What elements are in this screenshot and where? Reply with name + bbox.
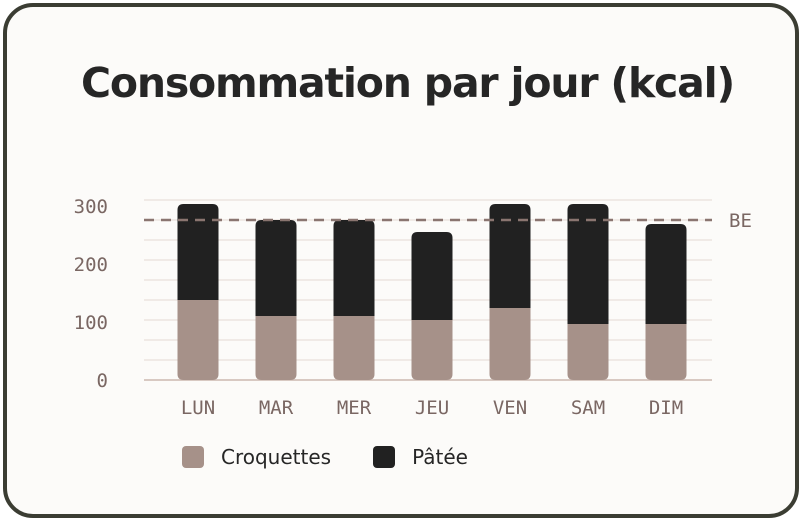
bar-croquettes-jeu bbox=[411, 320, 453, 380]
bar-croquettes-lun bbox=[177, 300, 219, 380]
stacked-bar-chart: 0 100 200 300 LUN MAR MER JEU VEN SAM DIM BE bbox=[74, 196, 752, 419]
bar-patee-ven bbox=[489, 204, 531, 308]
chart-title: Consommation par jour (kcal) bbox=[81, 59, 735, 107]
bar-patee-mer bbox=[333, 220, 375, 316]
y-axis-ticks: 0 100 200 300 bbox=[74, 196, 108, 392]
legend-label-croquettes: Croquettes bbox=[221, 445, 332, 469]
legend-item-croquettes: Croquettes bbox=[182, 445, 331, 469]
x-axis-ticks: LUN MAR MER JEU VEN SAM DIM bbox=[181, 397, 683, 419]
x-tick-dim: DIM bbox=[649, 397, 683, 419]
legend-swatch-croquettes bbox=[182, 446, 204, 468]
y-tick-300: 300 bbox=[74, 196, 108, 218]
bar-patee-jeu bbox=[411, 232, 453, 320]
bar-croquettes-mar bbox=[255, 316, 297, 380]
x-tick-ven: VEN bbox=[493, 397, 527, 419]
legend-swatch-patee bbox=[373, 446, 396, 468]
chart-card: Consommation par jour (kcal) 0 100 200 300 … bbox=[3, 3, 799, 518]
x-tick-mar: MAR bbox=[259, 397, 294, 419]
legend-item-patee: Pâtée bbox=[373, 445, 468, 469]
bar-patee-mar bbox=[255, 220, 297, 316]
bar-patee-sam bbox=[567, 204, 609, 324]
bar-patee-lun bbox=[177, 204, 219, 300]
bar-croquettes-dim bbox=[645, 324, 687, 380]
bars bbox=[177, 204, 687, 380]
bar-croquettes-sam bbox=[567, 324, 609, 380]
x-tick-mer: MER bbox=[337, 397, 372, 419]
bar-croquettes-ven bbox=[489, 308, 531, 380]
reference-line-label: BE bbox=[729, 210, 752, 232]
x-tick-sam: SAM bbox=[571, 397, 605, 419]
bar-croquettes-mer bbox=[333, 316, 375, 380]
legend: Croquettes Pâtée bbox=[182, 445, 510, 469]
x-tick-lun: LUN bbox=[181, 397, 215, 419]
x-tick-jeu: JEU bbox=[415, 397, 449, 419]
reference-line-group: BE bbox=[144, 210, 752, 232]
y-tick-100: 100 bbox=[74, 312, 108, 334]
legend-label-patee: Pâtée bbox=[412, 445, 468, 469]
y-tick-0: 0 bbox=[97, 370, 108, 392]
y-tick-200: 200 bbox=[74, 254, 108, 276]
bar-patee-dim bbox=[645, 224, 687, 324]
